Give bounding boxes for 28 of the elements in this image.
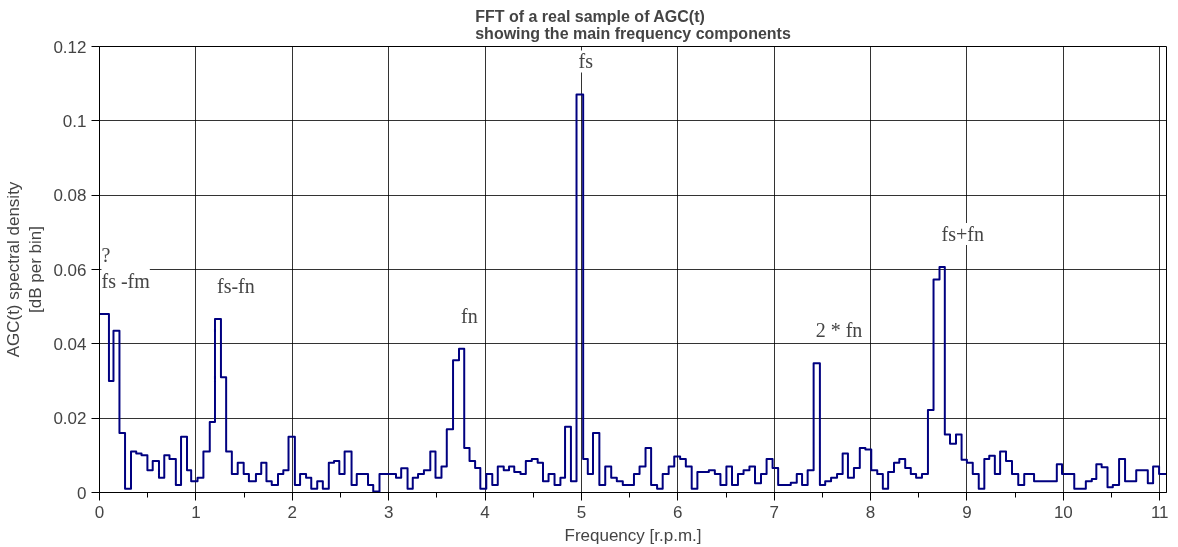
x-tick-label: 0 <box>94 502 105 522</box>
annotation: fn <box>461 304 478 327</box>
chart-title: FFT of a real sample of AGC(t) showing the main frequency components <box>475 7 791 42</box>
annotation: fs-fn <box>216 274 255 297</box>
y-tick-label: 0.06 <box>53 260 87 280</box>
x-tick-label: 10 <box>1053 502 1073 522</box>
annotation: fs+fn <box>941 222 984 245</box>
y-tick-label: 0.1 <box>62 111 87 131</box>
x-tick-label: 8 <box>865 502 876 522</box>
x-tick-label: 7 <box>769 502 779 522</box>
x-tick-label: 3 <box>383 502 394 522</box>
annotation: ? fs -fm <box>101 243 151 293</box>
x-tick-label: 5 <box>576 502 587 522</box>
x-tick-label: 2 <box>287 502 298 522</box>
y-tick-label: 0.08 <box>53 186 87 206</box>
annotation: 2 * fn <box>815 319 863 342</box>
x-axis-title: Frequency [r.p.m.] <box>564 525 702 545</box>
y-tick-label: 0.12 <box>53 37 87 57</box>
x-tick-label: 11 <box>1150 502 1169 522</box>
y-tick-label: 0.04 <box>53 334 87 354</box>
annotation: fs <box>578 50 594 73</box>
x-tick-label: 6 <box>673 502 683 522</box>
x-tick-label: 4 <box>480 502 490 522</box>
y-axis-title: AGC(t) spectral density [dB per bin] <box>3 181 46 358</box>
x-tick-label: 9 <box>962 502 972 522</box>
y-tick-label: 0 <box>77 483 87 503</box>
x-tick-label: 1 <box>191 502 201 522</box>
y-tick-label: 0.02 <box>53 409 87 429</box>
